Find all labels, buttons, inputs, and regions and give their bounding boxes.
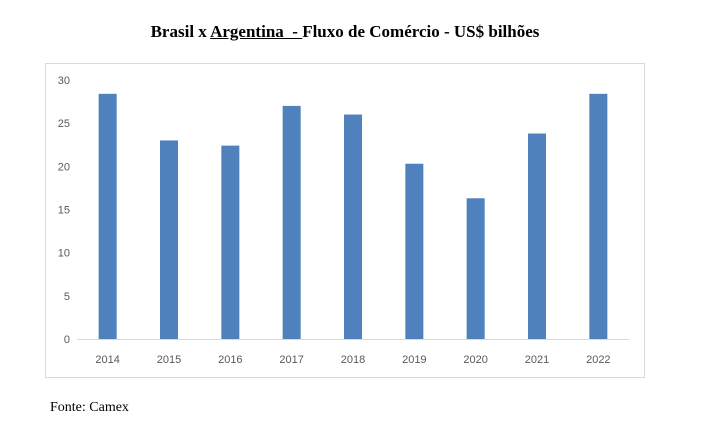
y-tick-label: 0 — [64, 334, 70, 346]
x-tick-label: 2019 — [402, 354, 426, 366]
bar-2021 — [528, 133, 546, 339]
bar-2017 — [282, 105, 301, 340]
bar-2018 — [344, 114, 362, 340]
x-tick-label: 2020 — [463, 354, 487, 366]
y-tick-label: 5 — [64, 291, 70, 303]
bar-2022 — [589, 93, 608, 340]
bar-2016 — [221, 145, 240, 339]
y-tick-label: 20 — [58, 161, 70, 173]
x-tick-label: 2014 — [95, 354, 119, 366]
chart-title: Brasil x Argentina - Fluxo de Comércio -… — [0, 22, 690, 42]
y-tick-label: 25 — [58, 118, 70, 130]
title-suffix: Fluxo de Comércio - US$ bilhões — [302, 22, 540, 41]
x-tick-label: 2022 — [586, 354, 610, 366]
x-tick-label: 2021 — [525, 354, 549, 366]
chart-frame: 0 5 10 15 20 25 30 2014 2015 2016 2017 2018 2019 2020… — [45, 63, 645, 378]
bar-2020 — [466, 198, 485, 339]
title-prefix: Brasil x — [150, 22, 211, 41]
y-tick-label: 15 — [58, 205, 70, 217]
title-underlined: Argentina - — [210, 22, 303, 41]
bar-2015 — [160, 140, 178, 339]
bar-2014 — [98, 93, 117, 340]
source-note: Fonte: Camex — [50, 400, 129, 415]
y-tick-label: 30 — [58, 75, 70, 87]
x-tick-label: 2017 — [279, 354, 303, 366]
bar-2019 — [405, 163, 424, 339]
x-tick-label: 2016 — [218, 354, 242, 366]
x-tick-label: 2015 — [157, 354, 181, 366]
y-tick-label: 10 — [58, 248, 70, 260]
x-tick-label: 2018 — [341, 354, 365, 366]
bar-chart: 0 5 10 15 20 25 30 2014 2015 2016 2017 2018 2019 2020… — [58, 75, 629, 366]
